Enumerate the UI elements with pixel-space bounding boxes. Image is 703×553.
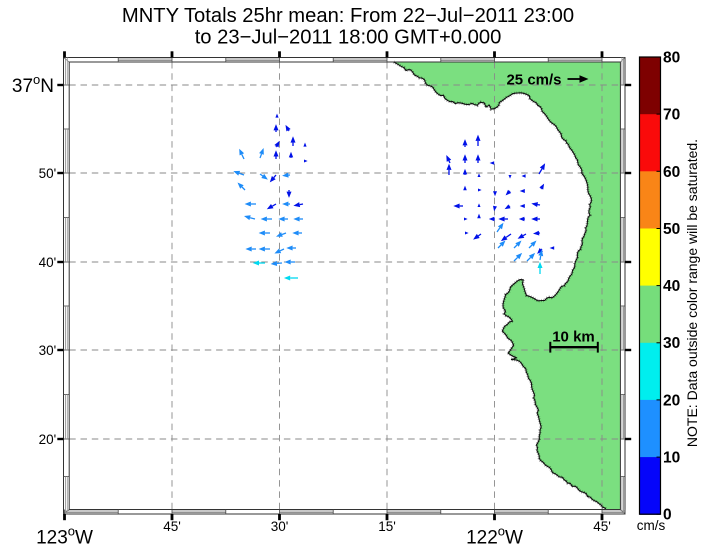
- svg-text:30: 30: [663, 335, 680, 352]
- svg-text:25 cm/s: 25 cm/s: [506, 72, 561, 89]
- svg-text:60: 60: [663, 164, 680, 181]
- svg-text:30': 30': [39, 343, 57, 358]
- svg-text:40': 40': [39, 255, 57, 270]
- svg-text:to 23−Jul−2011 18:00 GMT+0.000: to 23−Jul−2011 18:00 GMT+0.000: [195, 27, 502, 49]
- svg-text:40: 40: [663, 278, 680, 295]
- svg-text:45': 45': [593, 519, 611, 534]
- svg-text:30': 30': [271, 519, 289, 534]
- svg-text:NOTE: Data outside color range: NOTE: Data outside color range will be s…: [684, 139, 700, 447]
- svg-text:122oW: 122oW: [466, 524, 523, 549]
- svg-text:70: 70: [663, 107, 680, 124]
- svg-text:80: 80: [663, 50, 680, 67]
- svg-text:37oN: 37oN: [12, 72, 54, 97]
- svg-text:50: 50: [663, 221, 680, 238]
- svg-text:10 km: 10 km: [552, 329, 595, 346]
- svg-text:123oW: 123oW: [36, 524, 93, 549]
- svg-text:15': 15': [378, 519, 396, 534]
- svg-text:50': 50': [39, 166, 57, 181]
- svg-text:20: 20: [663, 392, 680, 409]
- svg-text:MNTY Totals 25hr mean: From 22: MNTY Totals 25hr mean: From 22−Jul−2011 …: [122, 5, 574, 27]
- svg-text:20': 20': [39, 432, 57, 447]
- svg-text:10: 10: [663, 450, 680, 467]
- svg-text:cm/s: cm/s: [637, 518, 666, 533]
- svg-text:45': 45': [163, 519, 181, 534]
